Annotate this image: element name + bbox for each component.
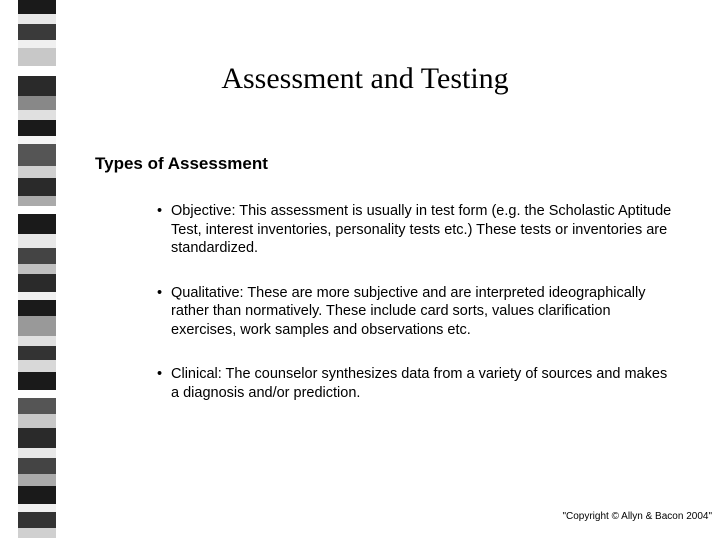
decorative-sidebar (18, 0, 56, 540)
sidebar-band (18, 458, 56, 474)
sidebar-band (18, 414, 56, 428)
sidebar-band (18, 14, 56, 24)
sidebar-band (18, 448, 56, 458)
slide-subtitle: Types of Assessment (95, 154, 705, 174)
bullet-desc: The counselor synthesizes data from a va… (171, 366, 667, 401)
sidebar-band (18, 300, 56, 316)
sidebar-band (18, 486, 56, 504)
sidebar-band (18, 24, 56, 40)
sidebar-band (18, 248, 56, 264)
sidebar-band (18, 398, 56, 414)
sidebar-band (18, 196, 56, 206)
sidebar-band (18, 474, 56, 486)
sidebar-band (18, 292, 56, 300)
sidebar-band (18, 40, 56, 48)
sidebar-band (18, 120, 56, 136)
slide-title: Assessment and Testing (135, 62, 595, 96)
sidebar-band (18, 110, 56, 120)
sidebar-band (18, 274, 56, 292)
bullet-list: Objective: This assessment is usually in… (157, 202, 677, 402)
sidebar-band (18, 372, 56, 390)
sidebar-band (18, 428, 56, 448)
bullet-item: Clinical: The counselor synthesizes data… (157, 365, 677, 402)
sidebar-band (18, 48, 56, 66)
bullet-item: Qualitative: These are more subjective a… (157, 284, 677, 340)
sidebar-band (18, 66, 56, 76)
sidebar-band (18, 528, 56, 538)
sidebar-band (18, 390, 56, 398)
sidebar-band (18, 504, 56, 512)
sidebar-band (18, 346, 56, 360)
sidebar-band (18, 206, 56, 214)
sidebar-band (18, 336, 56, 346)
bullet-desc: This assessment is usually in test form … (171, 203, 671, 256)
sidebar-band (18, 264, 56, 274)
bullet-item: Objective: This assessment is usually in… (157, 202, 677, 258)
sidebar-band (18, 144, 56, 166)
sidebar-band (18, 0, 56, 14)
sidebar-band (18, 76, 56, 96)
copyright-text: "Copyright © Allyn & Bacon 2004" (562, 511, 712, 522)
bullet-text: Objective: (171, 203, 235, 219)
sidebar-band (18, 234, 56, 248)
sidebar-band (18, 214, 56, 234)
sidebar-band (18, 178, 56, 196)
bullet-text: Qualitative: (171, 285, 244, 301)
sidebar-band (18, 316, 56, 336)
sidebar-band (18, 512, 56, 528)
sidebar-band (18, 136, 56, 144)
sidebar-band (18, 360, 56, 372)
slide-content: Assessment and Testing Types of Assessme… (95, 0, 705, 540)
sidebar-band (18, 166, 56, 178)
bullet-text: Clinical: (171, 366, 222, 382)
sidebar-band (18, 96, 56, 110)
